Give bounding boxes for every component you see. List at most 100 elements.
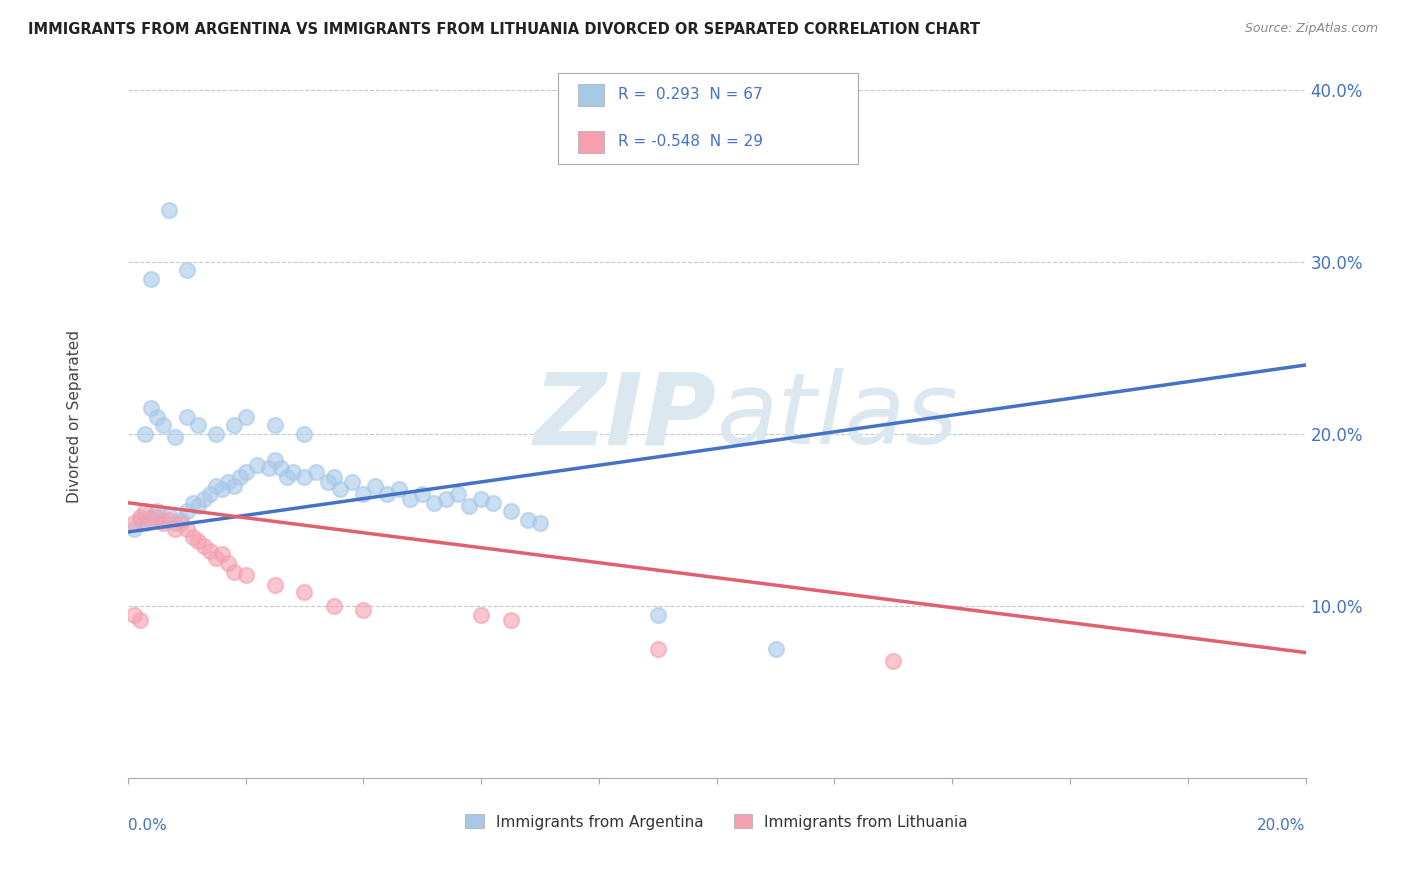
Point [128,513,150,527]
Point [281,465,304,479]
Point [482,496,505,510]
Point [322,599,344,613]
Point [399,492,422,507]
Point [146,504,169,518]
Point [294,470,316,484]
Point [122,516,145,531]
Point [205,426,228,441]
Point [200,487,222,501]
FancyBboxPatch shape [558,73,858,163]
Point [141,513,163,527]
Point [322,470,344,484]
Text: R =  0.293  N = 67: R = 0.293 N = 67 [617,87,762,103]
Point [294,585,316,599]
Point [187,533,209,548]
Point [181,496,204,510]
Text: IMMIGRANTS FROM ARGENTINA VS IMMIGRANTS FROM LITHUANIA DIVORCED OR SEPARATED COR: IMMIGRANTS FROM ARGENTINA VS IMMIGRANTS … [28,22,980,37]
Point [157,203,180,218]
Point [222,418,245,433]
Point [134,516,156,531]
Point [170,513,193,527]
Point [235,465,257,479]
Point [152,418,174,433]
Point [647,607,669,622]
Point [434,492,457,507]
FancyBboxPatch shape [578,84,603,106]
Text: Source: ZipAtlas.com: Source: ZipAtlas.com [1244,22,1378,36]
Point [200,544,222,558]
Point [217,556,239,570]
Point [193,539,215,553]
Point [257,461,280,475]
Point [446,487,468,501]
Point [141,272,163,286]
Point [157,508,180,522]
Point [141,401,163,415]
Point [152,516,174,531]
Point [529,516,551,531]
Legend: Immigrants from Argentina, Immigrants from Lithuania: Immigrants from Argentina, Immigrants fr… [460,808,974,836]
Point [276,470,298,484]
Point [411,487,433,501]
Point [246,458,269,472]
Point [122,607,145,622]
Point [294,426,316,441]
Point [176,522,198,536]
Point [181,530,204,544]
Point [765,642,787,657]
Point [364,478,387,492]
Point [329,482,352,496]
Point [458,499,481,513]
Point [141,509,163,524]
Point [222,478,245,492]
Text: 0.0%: 0.0% [128,818,166,833]
Point [163,516,186,531]
Point [470,607,492,622]
Text: R = -0.548  N = 29: R = -0.548 N = 29 [617,135,762,149]
Point [499,504,522,518]
Point [134,504,156,518]
Point [423,496,446,510]
Point [170,516,193,531]
Point [222,565,245,579]
Text: 20.0%: 20.0% [1257,818,1306,833]
Point [211,482,233,496]
Point [375,487,398,501]
FancyBboxPatch shape [578,131,603,153]
Point [340,475,363,489]
Point [187,418,209,433]
Point [352,602,374,616]
Point [517,513,540,527]
Point [352,487,374,501]
Point [205,550,228,565]
Point [217,475,239,489]
Text: ZIP: ZIP [534,368,717,466]
Point [706,143,728,157]
Point [146,409,169,424]
Point [388,482,411,496]
Point [163,522,186,536]
Point [128,509,150,524]
Point [235,568,257,582]
Point [270,461,292,475]
Text: Divorced or Separated: Divorced or Separated [67,330,83,503]
Point [128,613,150,627]
Point [647,642,669,657]
Point [187,499,209,513]
Point [228,470,250,484]
Point [264,578,287,592]
Point [157,513,180,527]
Point [470,492,492,507]
Point [152,513,174,527]
Point [122,522,145,536]
Point [882,654,904,668]
Point [134,426,156,441]
Point [211,548,233,562]
Point [176,409,198,424]
Point [205,478,228,492]
Point [163,430,186,444]
Text: atlas: atlas [717,368,959,466]
Point [176,263,198,277]
Point [499,613,522,627]
Point [193,492,215,507]
